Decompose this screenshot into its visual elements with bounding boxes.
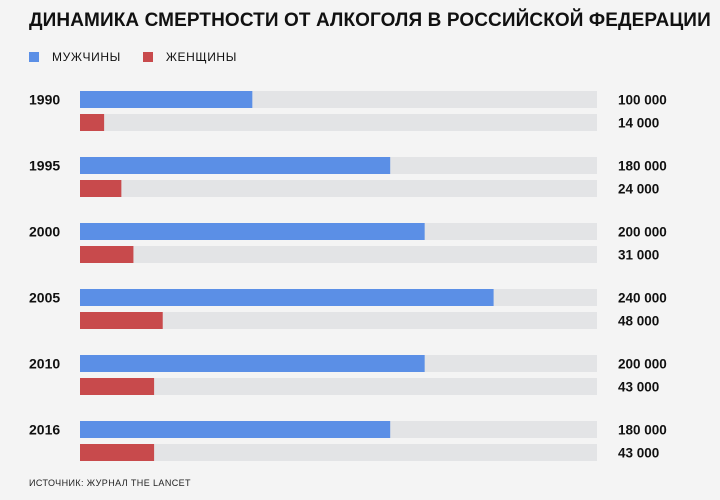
legend-swatch-men <box>29 52 39 62</box>
value-label-women: 43 000 <box>618 446 659 461</box>
legend-label-men: МУЖЧИНЫ <box>52 50 121 64</box>
chart-title: ДИНАМИКА СМЕРТНОСТИ ОТ АЛКОГОЛЯ В РОССИЙ… <box>29 10 711 31</box>
bar-track <box>80 378 597 395</box>
bar-men <box>80 223 425 240</box>
year-label: 2005 <box>29 290 60 306</box>
bar-track <box>80 312 597 329</box>
legend-label-women: ЖЕНЩИНЫ <box>165 50 237 64</box>
bar-track <box>80 246 597 263</box>
legend-item-men: МУЖЧИНЫ <box>29 50 121 64</box>
value-label-men: 240 000 <box>618 291 667 306</box>
value-label-men: 200 000 <box>618 357 667 372</box>
bar-men <box>80 157 391 174</box>
bar-men <box>80 421 391 438</box>
year-label: 1995 <box>29 158 60 174</box>
bar-track <box>80 114 597 131</box>
source-note: ИСТОЧНИК: ЖУРНАЛ THE LANCET <box>29 478 191 488</box>
value-label-women: 14 000 <box>618 116 659 131</box>
bar-men <box>80 355 425 372</box>
legend-swatch-women <box>142 52 153 62</box>
value-label-men: 180 000 <box>618 159 667 174</box>
value-label-women: 24 000 <box>618 182 659 197</box>
bar-women <box>80 246 134 263</box>
year-label: 2000 <box>29 224 60 240</box>
bar-women <box>80 312 163 329</box>
value-label-men: 180 000 <box>618 423 667 438</box>
bar-women <box>80 444 155 461</box>
value-label-women: 31 000 <box>618 248 659 263</box>
value-label-women: 43 000 <box>618 380 659 395</box>
legend-item-women: ЖЕНЩИНЫ <box>142 50 237 64</box>
legend: МУЖЧИНЫ ЖЕНЩИНЫ <box>29 50 259 64</box>
bar-women <box>80 180 122 197</box>
year-label: 1990 <box>29 92 60 108</box>
value-label-men: 100 000 <box>618 93 667 108</box>
value-label-women: 48 000 <box>618 314 659 329</box>
bar-men <box>80 91 253 108</box>
year-label: 2016 <box>29 422 60 438</box>
bar-men <box>80 289 494 306</box>
bar-women <box>80 378 155 395</box>
year-label: 2010 <box>29 356 60 372</box>
bar-track <box>80 444 597 461</box>
bar-women <box>80 114 105 131</box>
value-label-men: 200 000 <box>618 225 667 240</box>
bar-track <box>80 180 597 197</box>
